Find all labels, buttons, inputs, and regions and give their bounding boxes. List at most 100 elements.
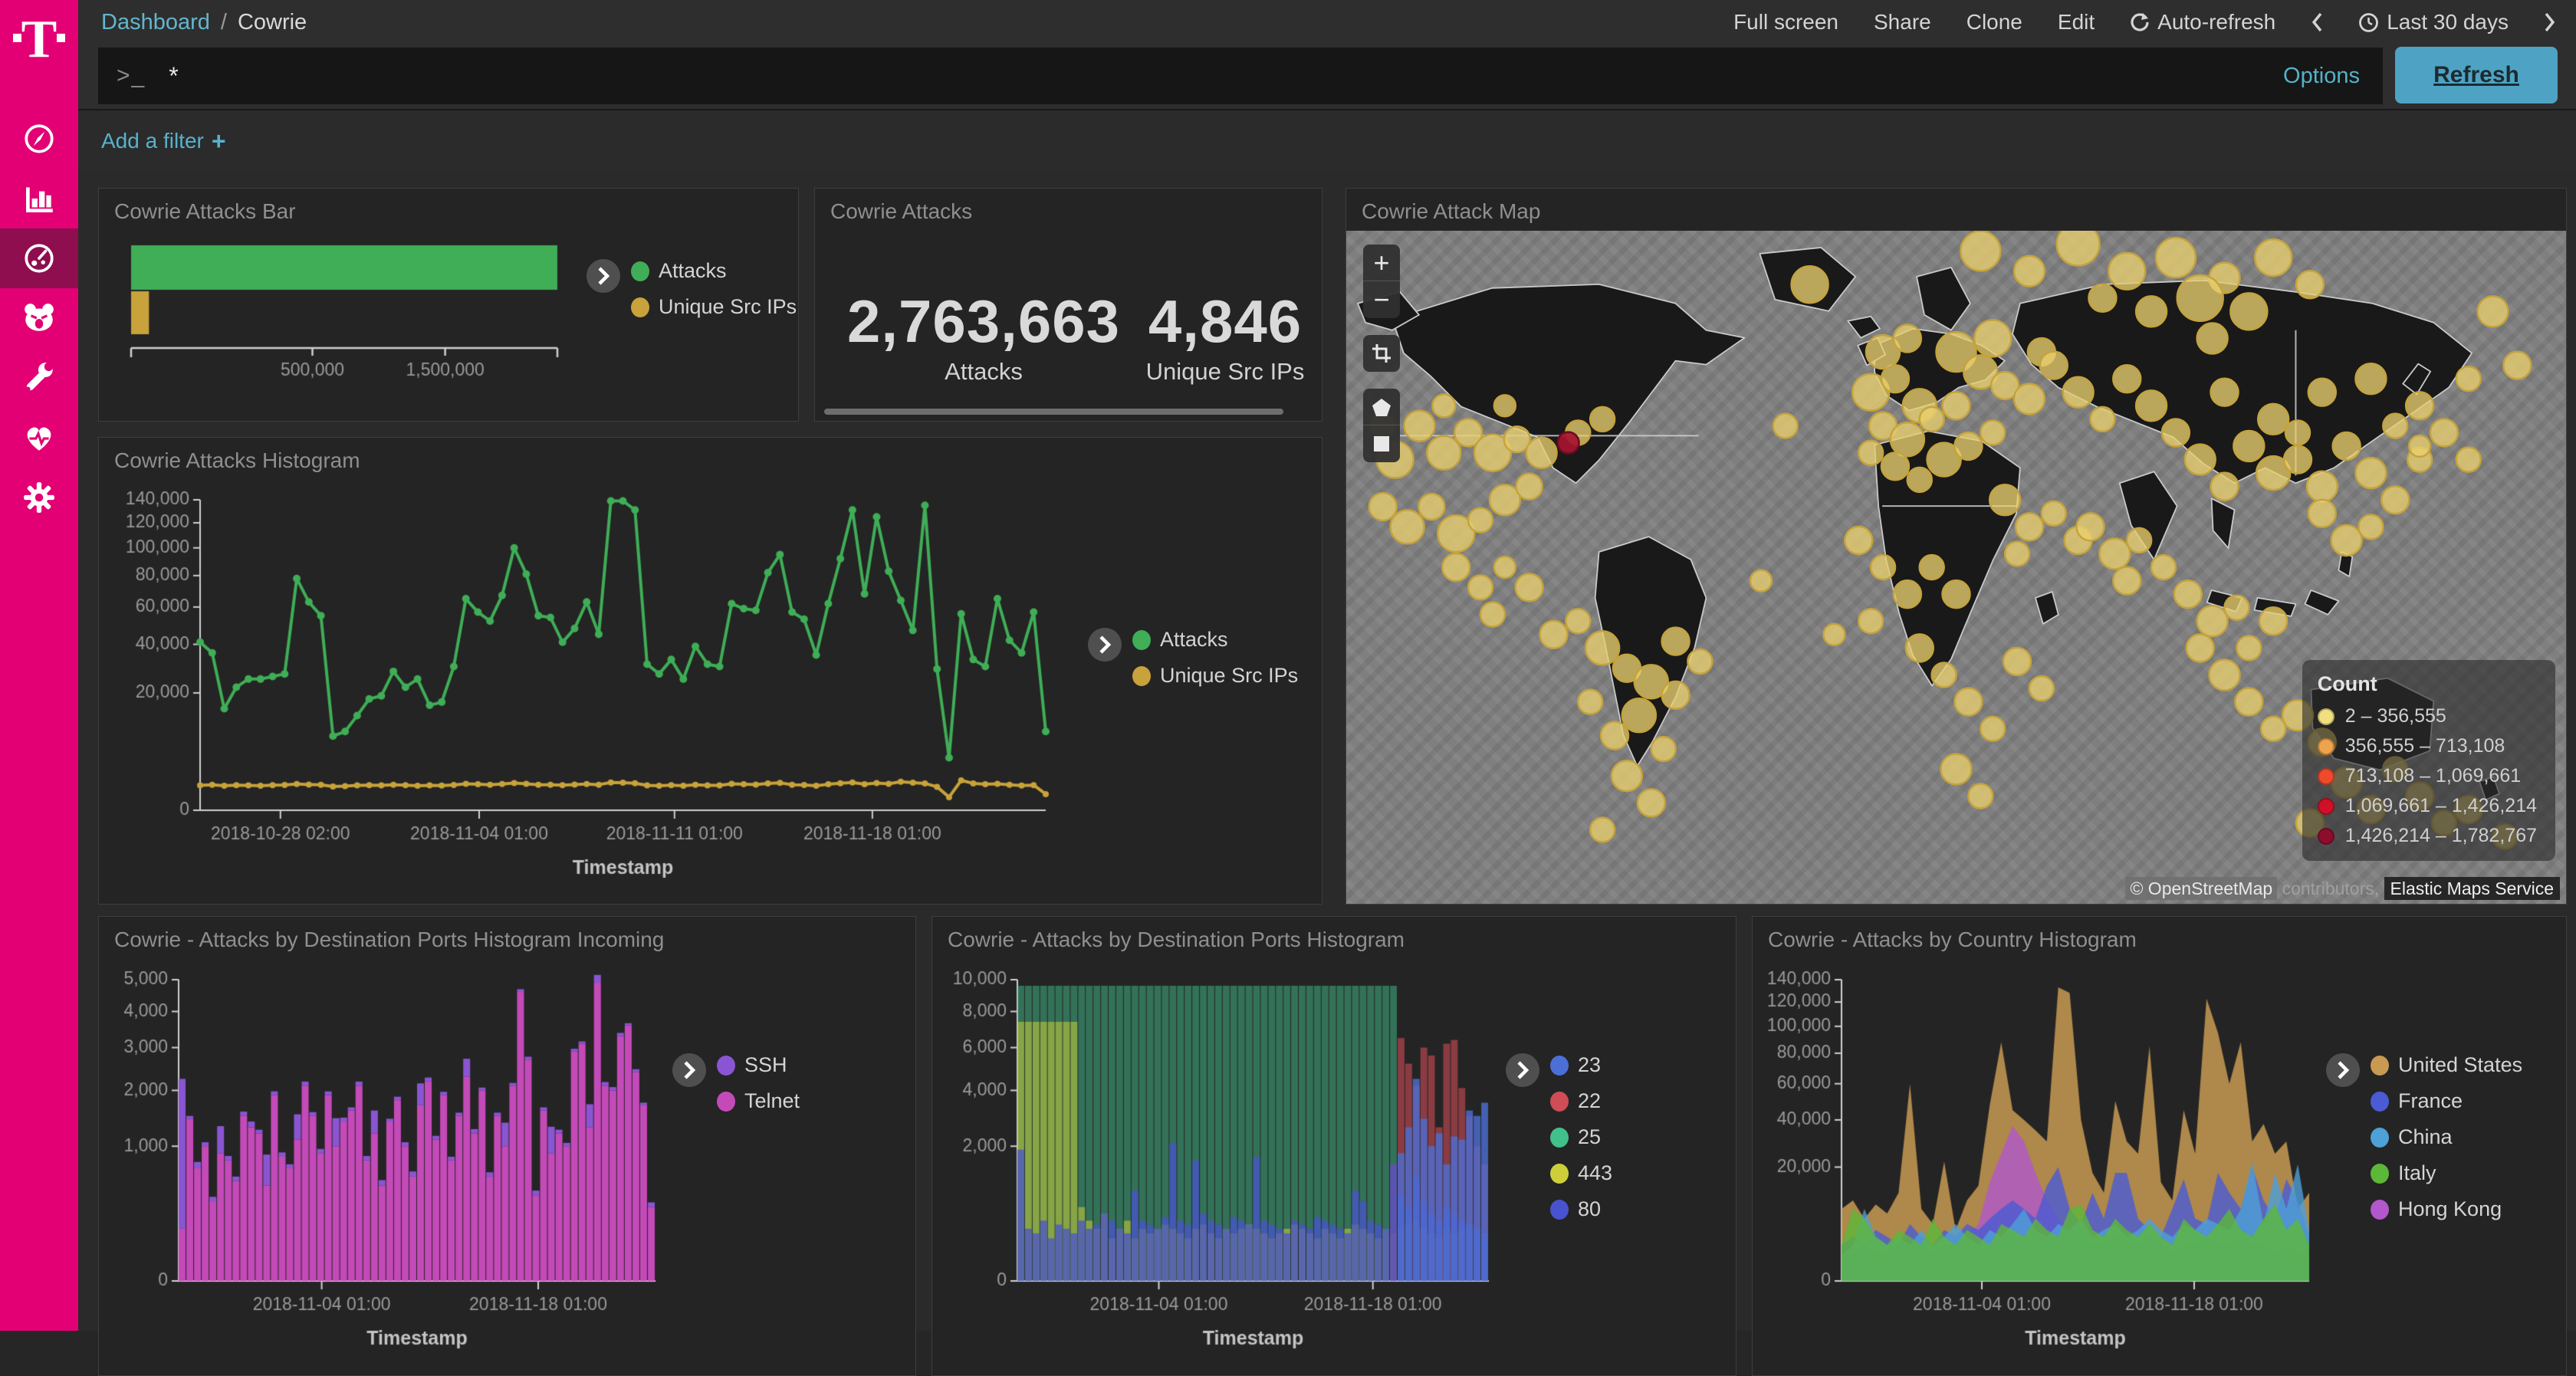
- attack-bubble[interactable]: [2113, 567, 2141, 595]
- attack-bubble[interactable]: [2430, 419, 2458, 446]
- sidebar-item-discover[interactable]: [0, 109, 78, 169]
- attack-bubble[interactable]: [2014, 384, 2045, 415]
- map-zoom-in-button[interactable]: +: [1363, 245, 1400, 281]
- attack-bubble[interactable]: [1526, 438, 1557, 468]
- attack-bubble[interactable]: [1980, 420, 2005, 445]
- attacks-bar-chart[interactable]: [113, 233, 573, 406]
- query-options-link[interactable]: Options: [2283, 48, 2360, 104]
- attack-bubble[interactable]: [2456, 366, 2481, 391]
- attack-bubble[interactable]: [2029, 676, 2054, 701]
- sidebar-item-dashboard[interactable]: [0, 228, 78, 288]
- attack-bubble[interactable]: [1823, 624, 1845, 645]
- attack-bubble[interactable]: [1968, 784, 1993, 809]
- attack-bubble[interactable]: [2355, 458, 2386, 488]
- legend-item[interactable]: 25: [1550, 1125, 1612, 1149]
- map-fit-bounds-button[interactable]: [1363, 335, 1400, 372]
- attack-bubble[interactable]: [2331, 525, 2362, 556]
- attack-bubble[interactable]: [2236, 635, 2261, 660]
- attack-bubble[interactable]: [1662, 628, 1690, 655]
- attack-bubble[interactable]: [1750, 570, 1772, 592]
- attack-bubble[interactable]: [2409, 435, 2430, 457]
- attack-bubble[interactable]: [2156, 238, 2196, 277]
- attack-bubble[interactable]: [2355, 363, 2386, 394]
- attack-bubble[interactable]: [2503, 352, 2531, 379]
- legend-expand-button[interactable]: [586, 259, 620, 293]
- attack-bubble[interactable]: [2308, 500, 2336, 527]
- legend-item[interactable]: United States: [2371, 1053, 2522, 1077]
- attack-bubble[interactable]: [2307, 471, 2338, 502]
- attack-bubble[interactable]: [1943, 392, 1970, 419]
- attacks-histogram-chart[interactable]: [116, 488, 1055, 883]
- attack-bubble[interactable]: [1894, 580, 1921, 608]
- legend-item[interactable]: France: [2371, 1089, 2522, 1113]
- attack-bubble[interactable]: [1578, 690, 1602, 714]
- osm-attribution[interactable]: © OpenStreetMap: [2125, 877, 2277, 900]
- legend-item[interactable]: Italy: [2371, 1161, 2522, 1185]
- attack-bubble[interactable]: [2014, 256, 2045, 287]
- attack-bubble[interactable]: [1539, 621, 1567, 649]
- legend-item[interactable]: SSH: [717, 1053, 800, 1077]
- legend-expand-button[interactable]: [672, 1053, 706, 1087]
- attack-bubble[interactable]: [1662, 681, 1690, 709]
- attack-bubble[interactable]: [1638, 789, 1665, 816]
- attack-bubble[interactable]: [2016, 513, 2043, 540]
- attack-bubble[interactable]: [2077, 513, 2104, 540]
- attack-bubble[interactable]: [1871, 555, 1895, 580]
- legend-expand-button[interactable]: [1088, 628, 1122, 662]
- attack-bubble[interactable]: [1391, 510, 1424, 544]
- attack-bubble[interactable]: [2258, 404, 2288, 435]
- attack-bubble[interactable]: [2333, 432, 2361, 460]
- attack-bubble[interactable]: [2127, 528, 2151, 553]
- legend-item[interactable]: Attacks: [631, 259, 797, 283]
- attack-bubble[interactable]: [1941, 754, 1972, 784]
- attack-bubble[interactable]: [2296, 271, 2324, 298]
- time-forward-button[interactable]: [2544, 11, 2556, 33]
- legend-item[interactable]: 443: [1550, 1161, 1612, 1185]
- legend-item[interactable]: Telnet: [717, 1089, 800, 1113]
- attack-bubble[interactable]: [1601, 722, 1628, 750]
- attack-bubble[interactable]: [1773, 414, 1798, 438]
- map-draw-polygon-button[interactable]: [1363, 389, 1400, 425]
- legend-expand-button[interactable]: [2326, 1053, 2360, 1087]
- attack-bubble[interactable]: [2151, 555, 2176, 580]
- attack-bubble[interactable]: [1906, 634, 1934, 662]
- attack-bubble[interactable]: [1974, 320, 2011, 357]
- attack-bubble[interactable]: [1442, 553, 1470, 581]
- attack-bubble[interactable]: [2285, 420, 2310, 445]
- attack-bubble[interactable]: [1954, 688, 1982, 716]
- ports-chart[interactable]: [945, 970, 1497, 1354]
- attack-bubble[interactable]: [1907, 468, 1932, 492]
- legend-item[interactable]: 22: [1550, 1089, 1612, 1113]
- legend-item[interactable]: 80: [1550, 1197, 1612, 1221]
- attack-bubble[interactable]: [1585, 631, 1619, 665]
- attack-bubble[interactable]: [2197, 606, 2228, 636]
- attack-bubble[interactable]: [2113, 365, 2141, 392]
- legend-item[interactable]: Attacks: [1132, 628, 1298, 652]
- auto-refresh-button[interactable]: Auto-refresh: [2130, 10, 2275, 34]
- attack-bubble[interactable]: [2174, 580, 2202, 608]
- attack-bubble[interactable]: [1891, 422, 1924, 456]
- legend-item[interactable]: 23: [1550, 1053, 1612, 1077]
- elastic-maps-attribution[interactable]: Elastic Maps Service: [2384, 877, 2560, 900]
- attack-bubble[interactable]: [2108, 253, 2145, 290]
- attack-bubble[interactable]: [2381, 486, 2409, 514]
- attack-bubble[interactable]: [2042, 501, 2066, 526]
- attack-bubble[interactable]: [2136, 296, 2167, 327]
- legend-item[interactable]: Unique Src IPs: [1132, 664, 1298, 688]
- attack-bubble[interactable]: [2456, 448, 2481, 472]
- attack-bubble[interactable]: [1612, 760, 1642, 791]
- breadcrumb-dashboard-link[interactable]: Dashboard: [101, 10, 210, 35]
- sidebar-item-visualize[interactable]: [0, 169, 78, 228]
- attack-bubble[interactable]: [2308, 379, 2336, 406]
- attack-bubble[interactable]: [2261, 717, 2285, 741]
- sidebar-item-monitoring[interactable]: [0, 408, 78, 468]
- edit-button[interactable]: Edit: [2058, 10, 2095, 34]
- attack-bubble[interactable]: [2197, 323, 2228, 354]
- time-back-button[interactable]: [2311, 11, 2323, 33]
- attack-bubble[interactable]: [2057, 231, 2100, 265]
- attack-bubble[interactable]: [1432, 394, 1455, 417]
- attack-bubble[interactable]: [2211, 379, 2239, 406]
- attack-bubble[interactable]: [1687, 649, 1712, 674]
- attack-bubble[interactable]: [1932, 663, 1957, 688]
